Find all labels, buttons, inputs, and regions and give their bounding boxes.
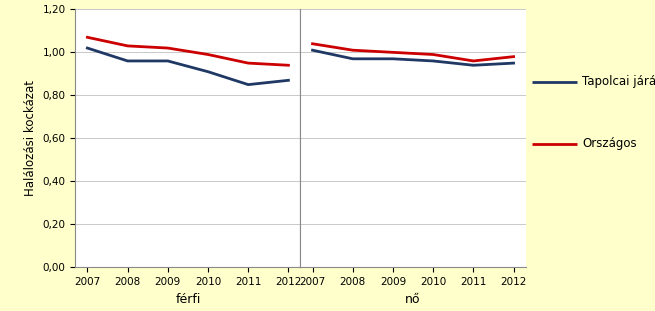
- Text: Országos: Országos: [582, 137, 637, 150]
- Y-axis label: Halálozási kockázat: Halálozási kockázat: [24, 81, 37, 196]
- X-axis label: nő: nő: [405, 293, 421, 306]
- Text: Tapolcai járás: Tapolcai járás: [582, 75, 655, 88]
- X-axis label: férfi: férfi: [176, 293, 200, 306]
